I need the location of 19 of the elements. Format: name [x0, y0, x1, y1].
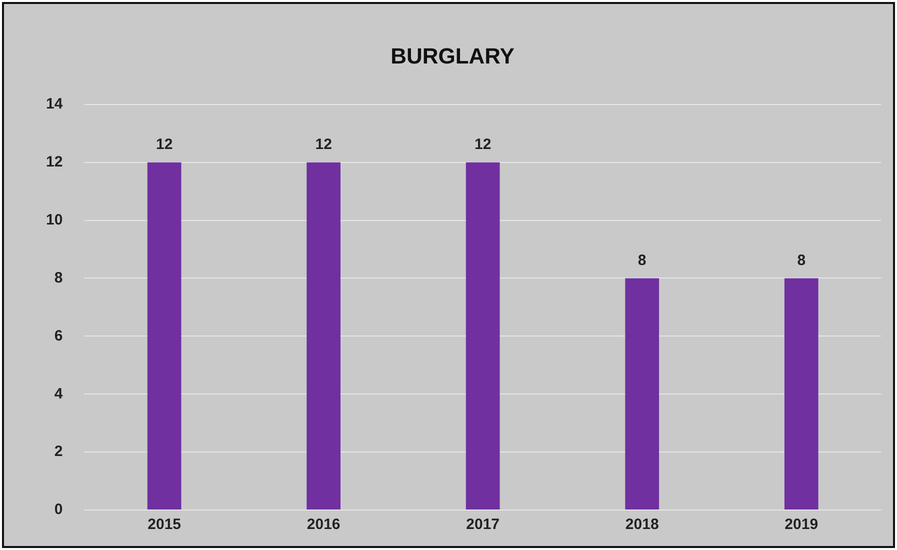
chart-title: BURGLARY: [390, 43, 515, 68]
y-tick-label: 2: [54, 443, 63, 460]
y-tick-label: 0: [54, 501, 63, 518]
y-tick-label: 6: [54, 327, 63, 344]
y-tick-label: 4: [54, 385, 64, 402]
y-tick-label: 8: [54, 269, 63, 286]
data-label: 8: [638, 252, 646, 269]
x-tick-label: 2017: [466, 516, 500, 534]
data-label: 12: [474, 136, 492, 153]
y-tick-label: 14: [46, 96, 64, 113]
x-tick-label: 2018: [625, 516, 659, 534]
data-label: 8: [797, 252, 806, 269]
data-label: 12: [315, 136, 332, 153]
x-tick-label: 2015: [148, 516, 182, 534]
y-tick-label: 12: [46, 153, 63, 170]
y-tick-label: 10: [46, 211, 63, 228]
x-tick-label: 2016: [306, 516, 340, 534]
x-tick-label: 2019: [784, 516, 818, 534]
data-label: 12: [156, 136, 173, 153]
